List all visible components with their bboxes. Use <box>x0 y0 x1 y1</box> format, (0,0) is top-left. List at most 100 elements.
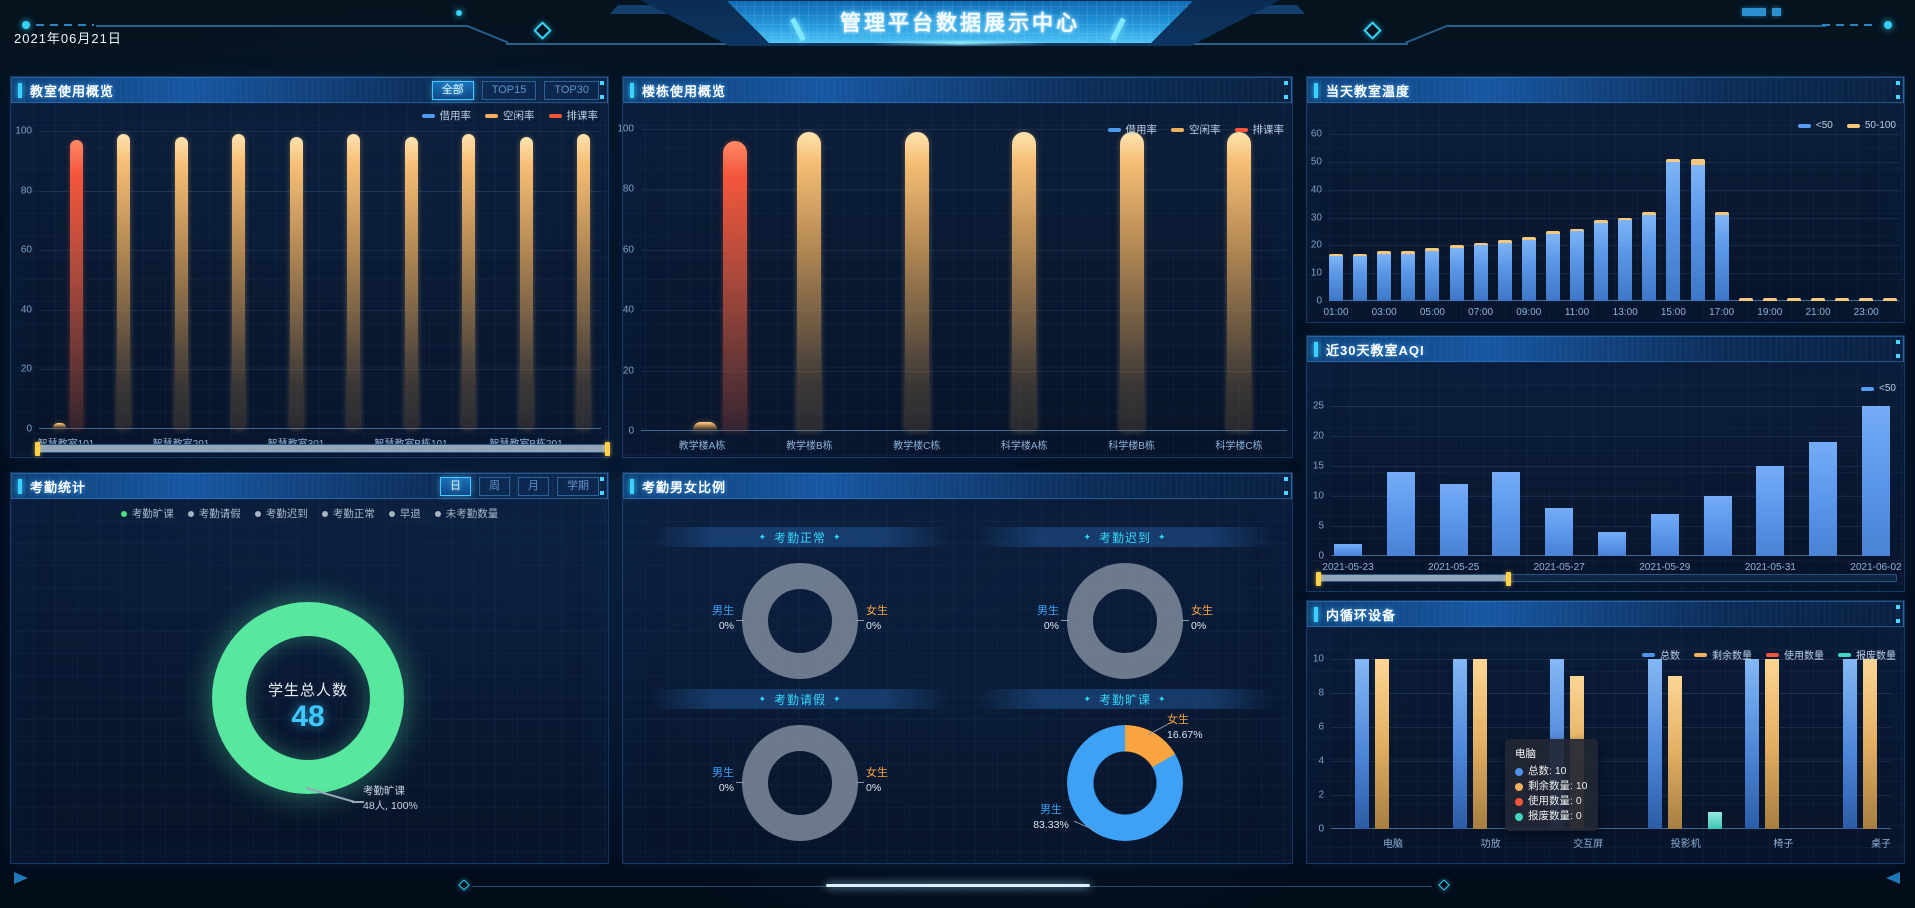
bar <box>289 136 303 429</box>
subchart-title-考勤正常: ✦ 考勤正常 ✦ <box>649 527 951 547</box>
donut-chart <box>1067 725 1183 841</box>
bar <box>1353 253 1368 257</box>
bar <box>693 421 717 431</box>
male-label: 男生 <box>712 605 734 617</box>
legend-label: <50 <box>1879 383 1896 394</box>
label-line <box>856 782 864 783</box>
legend-item[interactable]: 考勤请假 <box>187 506 241 521</box>
donut-slice-callout: 考勤旷课 48人, 100% <box>363 784 459 814</box>
bar <box>1329 256 1343 301</box>
datazoom-window[interactable] <box>37 445 608 452</box>
bar <box>1762 298 1777 301</box>
bar <box>1618 220 1633 301</box>
panel-header: 考勤统计 日周月学期 <box>11 473 608 499</box>
bar <box>723 141 747 431</box>
bar <box>1690 159 1705 165</box>
tooltip-value: 总数: 10 <box>1528 765 1567 777</box>
bar <box>1425 250 1440 301</box>
bar <box>1738 298 1753 301</box>
legend-item[interactable]: 总数 <box>1642 647 1680 662</box>
button-月[interactable]: 月 <box>518 476 549 496</box>
classroom-usage-chart: 020406080100智慧教室101智慧教室201智慧教室301智慧教室B栋1… <box>15 126 601 450</box>
bar <box>1353 256 1368 301</box>
gridline <box>39 309 601 311</box>
tooltip-marker <box>1515 812 1523 821</box>
bar <box>1449 248 1464 301</box>
datazoom-window[interactable] <box>1318 575 1509 581</box>
legend-marker <box>120 510 127 517</box>
donut-ring-empty <box>742 725 858 841</box>
bar <box>347 133 360 429</box>
legend-item[interactable]: 考勤正常 <box>321 506 375 521</box>
bar <box>1545 234 1560 301</box>
bar <box>1786 298 1801 301</box>
datazoom-scrollbar[interactable] <box>35 442 610 456</box>
legend-item[interactable]: <50 <box>1797 120 1833 131</box>
header-accent-bar <box>630 478 634 494</box>
legend-item[interactable]: 借用率 <box>421 108 471 123</box>
datazoom-handle[interactable] <box>35 442 40 456</box>
male-percent: 0% <box>1043 620 1059 632</box>
legend-item[interactable]: 借用率 <box>1107 122 1158 137</box>
legend-marker <box>1694 652 1707 657</box>
bar <box>69 139 83 429</box>
datazoom-handle[interactable] <box>1316 572 1321 586</box>
gridline <box>641 310 1287 312</box>
y-axis-tick-label: 60 <box>622 244 634 256</box>
legend-item[interactable]: <50 <box>1861 383 1896 394</box>
legend-item[interactable]: 考勤旷课 <box>120 506 174 521</box>
button-全部[interactable]: 全部 <box>431 80 474 100</box>
legend-item[interactable]: 空闲率 <box>1171 122 1221 137</box>
female-percent: 16.67% <box>1167 729 1203 741</box>
legend-item[interactable]: 使用数量 <box>1766 647 1824 662</box>
bar <box>1666 161 1681 301</box>
legend-marker <box>434 510 441 517</box>
legend-label: 借用率 <box>1125 124 1158 136</box>
button-TOP15[interactable]: TOP15 <box>481 80 537 100</box>
footer-diamond <box>458 879 470 891</box>
bar <box>1862 406 1890 556</box>
legend-marker <box>187 510 194 517</box>
circuit-line <box>96 25 468 27</box>
gridline <box>1331 761 1891 762</box>
datazoom-handle[interactable] <box>605 442 610 456</box>
button-日[interactable]: 日 <box>440 476 471 496</box>
legend-item[interactable]: 排课率 <box>1234 122 1284 137</box>
button-学期[interactable]: 学期 <box>557 476 599 496</box>
legend-item[interactable]: 剩余数量 <box>1694 647 1752 662</box>
tooltip-title: 电脑 <box>1515 748 1536 760</box>
x-axis-label: 03:00 <box>1371 307 1397 318</box>
bar <box>462 133 475 429</box>
panel-internal-equipment: 内循环设备 总数 剩余数量 使用数量 报废数量 0 2 4 6 8 10 电脑 功放 交互屏 投影机 椅子… <box>1306 600 1905 864</box>
legend-item[interactable]: 50-100 <box>1846 120 1896 131</box>
bar <box>1452 659 1467 829</box>
x-axis-label: 2021-05-29 <box>1639 562 1691 573</box>
bar <box>1618 217 1633 221</box>
y-axis-tick-label: 40 <box>20 304 32 316</box>
star-icon: ✦ <box>833 693 842 704</box>
legend-item[interactable]: 报废数量 <box>1838 647 1896 662</box>
button-TOP30[interactable]: TOP30 <box>544 80 599 100</box>
datazoom-scrollbar[interactable] <box>1316 572 1897 586</box>
circuit-diamond <box>1363 21 1382 40</box>
donut-ring-empty <box>742 563 858 679</box>
y-axis-tick-label: 80 <box>622 183 634 195</box>
panel-header: 楼栋使用概览 <box>623 77 1292 103</box>
female-percent: 0% <box>1191 620 1207 632</box>
female-label: 女生 <box>866 605 888 617</box>
legend-item[interactable]: 考勤迟到 <box>254 506 308 521</box>
button-周[interactable]: 周 <box>479 476 510 496</box>
y-axis-tick-label: 60 <box>20 244 32 256</box>
legend-item[interactable]: 排课率 <box>548 108 598 123</box>
current-date: 2021年06月21日 <box>14 31 122 46</box>
legend-item[interactable]: 空闲率 <box>485 108 535 123</box>
bar <box>1863 659 1877 829</box>
legend-item[interactable]: 未考勤数量 <box>434 506 498 521</box>
datazoom-handle[interactable] <box>1505 572 1511 586</box>
gridline <box>39 250 601 252</box>
legend-item[interactable]: 早退 <box>388 506 421 521</box>
legend-marker <box>1766 652 1779 657</box>
legend-label: 报废数量 <box>1856 651 1896 662</box>
tooltip-row: 剩余数量: 10 <box>1515 779 1588 794</box>
